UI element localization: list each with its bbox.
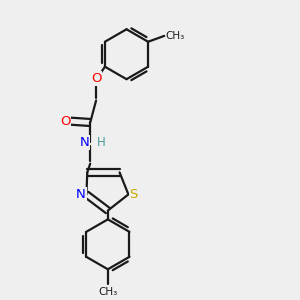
Text: CH₃: CH₃ — [166, 31, 185, 41]
Text: O: O — [91, 72, 101, 85]
Text: CH₃: CH₃ — [98, 287, 118, 297]
Text: N: N — [80, 136, 89, 149]
Text: H: H — [97, 136, 105, 149]
Text: S: S — [130, 188, 138, 201]
Text: O: O — [60, 115, 70, 128]
Text: N: N — [76, 188, 86, 201]
